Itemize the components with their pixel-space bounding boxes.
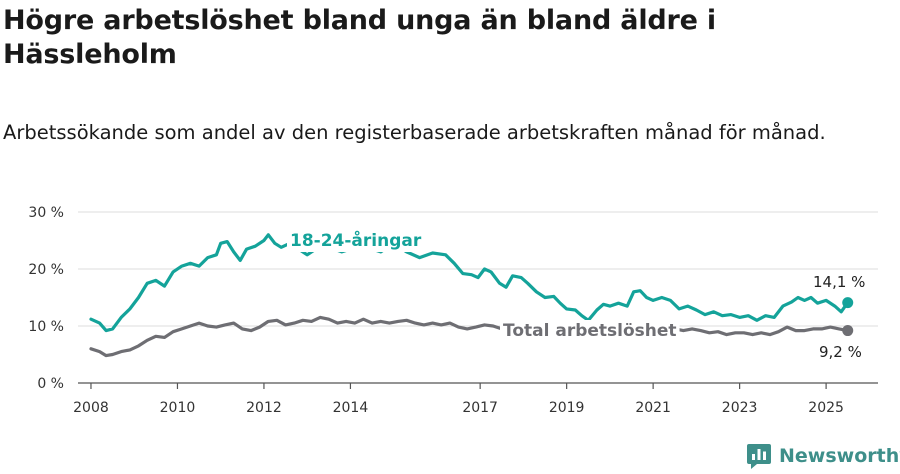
series-line-total bbox=[89, 315, 850, 358]
line-chart: 0 % 10 % 20 % 30 % 2008 2010 2012 2014 2017 2019… bbox=[28, 205, 878, 416]
series-label-young: 18-24-åringar bbox=[290, 229, 422, 251]
end-point-total bbox=[842, 325, 854, 337]
newsworthy-logo-icon bbox=[747, 444, 771, 469]
x-tick-label: 2019 bbox=[549, 400, 585, 416]
series-labels: 18-24-åringar Total arbetslöshet 14,1 % … bbox=[287, 228, 865, 361]
x-tick-label: 2010 bbox=[160, 400, 196, 416]
x-tick-label: 2014 bbox=[333, 400, 369, 416]
end-point-young bbox=[842, 297, 854, 309]
x-tick-label: 2023 bbox=[722, 400, 758, 416]
x-tick-label: 2008 bbox=[73, 400, 109, 416]
y-tick-label: 0 % bbox=[37, 376, 64, 392]
x-tick-label: 2021 bbox=[635, 400, 671, 416]
brand-logo: Newsworthy bbox=[746, 440, 900, 472]
y-axis-ticks: 0 % 10 % 20 % 30 % bbox=[28, 205, 64, 392]
y-tick-label: 20 % bbox=[28, 262, 64, 278]
y-tick-label: 30 % bbox=[28, 205, 64, 221]
end-label-young: 14,1 % bbox=[813, 273, 865, 291]
chart-series bbox=[89, 233, 854, 358]
label-background bbox=[500, 320, 680, 342]
end-label-total: 9,2 % bbox=[819, 343, 862, 361]
page-title: Högre arbetslöshet bland unga än bland ä… bbox=[3, 5, 716, 70]
x-tick-label: 2025 bbox=[808, 400, 844, 416]
series-line-young bbox=[89, 233, 850, 333]
page-subtitle: Arbetssökande som andel av den registerb… bbox=[3, 121, 826, 144]
series-label-total: Total arbetslöshet bbox=[503, 321, 677, 341]
chart-grid bbox=[78, 211, 878, 327]
x-tick-label: 2012 bbox=[246, 400, 282, 416]
brand-name: Newsworthy bbox=[779, 445, 900, 467]
y-tick-label: 10 % bbox=[28, 319, 64, 335]
x-tick-label: 2017 bbox=[462, 400, 498, 416]
label-background bbox=[287, 228, 425, 252]
x-axis: 2008 2010 2012 2014 2017 2019 2021 2023 2025 bbox=[73, 382, 878, 416]
